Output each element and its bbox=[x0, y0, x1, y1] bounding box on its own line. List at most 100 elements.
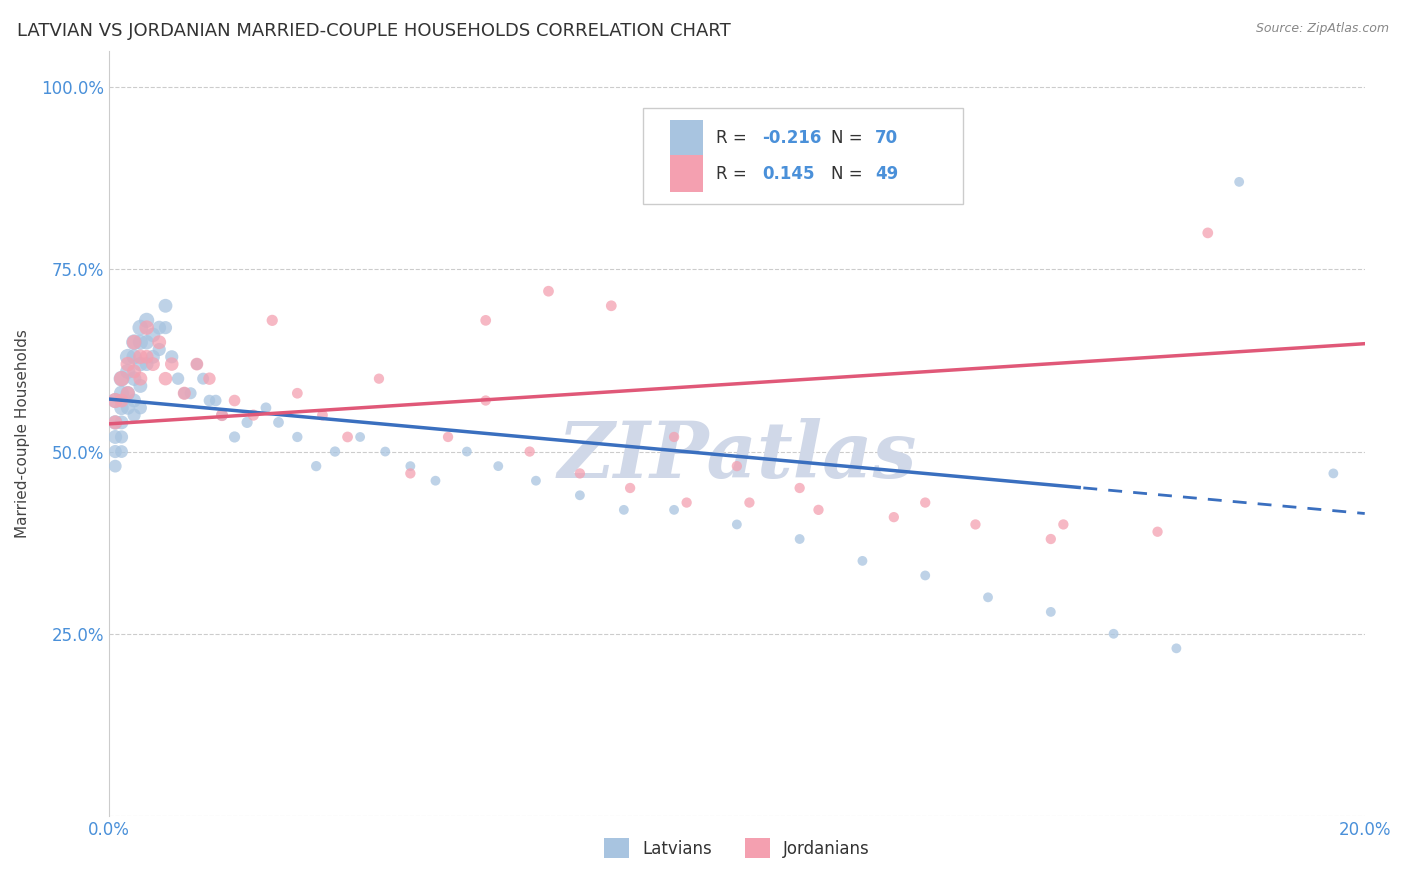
Point bbox=[104, 459, 127, 474]
Point bbox=[675, 495, 697, 509]
Point bbox=[224, 393, 246, 408]
Point bbox=[613, 503, 636, 517]
Point bbox=[311, 408, 333, 422]
Point bbox=[135, 313, 157, 327]
Point bbox=[122, 335, 145, 350]
Point bbox=[110, 416, 132, 430]
Point bbox=[1197, 226, 1219, 240]
Text: 0.145: 0.145 bbox=[762, 165, 814, 183]
Point bbox=[883, 510, 905, 524]
Point bbox=[148, 335, 170, 350]
Point bbox=[129, 350, 152, 364]
Point bbox=[160, 350, 183, 364]
Point bbox=[155, 372, 177, 386]
Point bbox=[122, 393, 145, 408]
Point bbox=[789, 532, 811, 546]
Point bbox=[474, 393, 496, 408]
Text: LATVIAN VS JORDANIAN MARRIED-COUPLE HOUSEHOLDS CORRELATION CHART: LATVIAN VS JORDANIAN MARRIED-COUPLE HOUS… bbox=[17, 22, 731, 40]
Point bbox=[122, 364, 145, 378]
Point bbox=[117, 386, 139, 401]
Point bbox=[211, 408, 233, 422]
Point bbox=[262, 313, 284, 327]
Point bbox=[965, 517, 987, 532]
Point bbox=[211, 408, 233, 422]
Point bbox=[129, 357, 152, 371]
Point bbox=[807, 503, 830, 517]
Point bbox=[738, 495, 761, 509]
Point bbox=[349, 430, 371, 444]
Point bbox=[135, 335, 157, 350]
Point bbox=[285, 386, 308, 401]
Point bbox=[186, 357, 208, 371]
Point bbox=[122, 350, 145, 364]
Point bbox=[198, 372, 221, 386]
Point bbox=[173, 386, 195, 401]
Point bbox=[110, 372, 132, 386]
Point bbox=[110, 393, 132, 408]
Point bbox=[305, 459, 328, 474]
Point bbox=[167, 372, 190, 386]
Point bbox=[254, 401, 277, 415]
Point bbox=[242, 408, 264, 422]
Point bbox=[142, 327, 165, 342]
Bar bbox=[671, 155, 703, 192]
Y-axis label: Married-couple Households: Married-couple Households bbox=[15, 329, 30, 538]
Point bbox=[186, 357, 208, 371]
Point bbox=[110, 401, 132, 415]
Point bbox=[117, 357, 139, 371]
Point bbox=[725, 517, 748, 532]
Point bbox=[456, 444, 478, 458]
Text: 70: 70 bbox=[875, 129, 898, 147]
Point bbox=[1322, 467, 1344, 481]
Point bbox=[122, 372, 145, 386]
Point bbox=[155, 320, 177, 334]
Point bbox=[142, 350, 165, 364]
Point bbox=[148, 343, 170, 357]
Point bbox=[437, 430, 460, 444]
Point bbox=[117, 364, 139, 378]
Point bbox=[180, 386, 202, 401]
Point bbox=[104, 444, 127, 458]
Point bbox=[104, 416, 127, 430]
Point bbox=[568, 488, 591, 502]
Point bbox=[198, 393, 221, 408]
Point bbox=[368, 372, 391, 386]
Point bbox=[135, 357, 157, 371]
Point bbox=[110, 372, 132, 386]
Point bbox=[104, 393, 127, 408]
Point bbox=[789, 481, 811, 495]
Point bbox=[725, 459, 748, 474]
Point bbox=[104, 393, 127, 408]
Point bbox=[1039, 532, 1062, 546]
Point bbox=[104, 416, 127, 430]
Point bbox=[110, 444, 132, 458]
Point bbox=[474, 313, 496, 327]
Point bbox=[1146, 524, 1168, 539]
Point bbox=[129, 379, 152, 393]
Point bbox=[1039, 605, 1062, 619]
Point bbox=[425, 474, 447, 488]
Point bbox=[977, 591, 1000, 605]
Text: R =: R = bbox=[716, 165, 756, 183]
Point bbox=[173, 386, 195, 401]
Point bbox=[122, 408, 145, 422]
Text: Source: ZipAtlas.com: Source: ZipAtlas.com bbox=[1256, 22, 1389, 36]
Point bbox=[851, 554, 873, 568]
Point bbox=[519, 444, 541, 458]
Bar bbox=[671, 120, 703, 157]
Point bbox=[600, 299, 623, 313]
Point bbox=[204, 393, 226, 408]
Point bbox=[399, 467, 422, 481]
Point bbox=[374, 444, 396, 458]
Point bbox=[117, 401, 139, 415]
Point bbox=[1052, 517, 1074, 532]
Point bbox=[117, 386, 139, 401]
Point bbox=[160, 357, 183, 371]
Point bbox=[399, 459, 422, 474]
Point bbox=[135, 350, 157, 364]
Legend: Latvians, Jordanians: Latvians, Jordanians bbox=[598, 831, 877, 865]
Point bbox=[524, 474, 547, 488]
Point bbox=[129, 372, 152, 386]
Text: R =: R = bbox=[716, 129, 752, 147]
Point bbox=[135, 320, 157, 334]
